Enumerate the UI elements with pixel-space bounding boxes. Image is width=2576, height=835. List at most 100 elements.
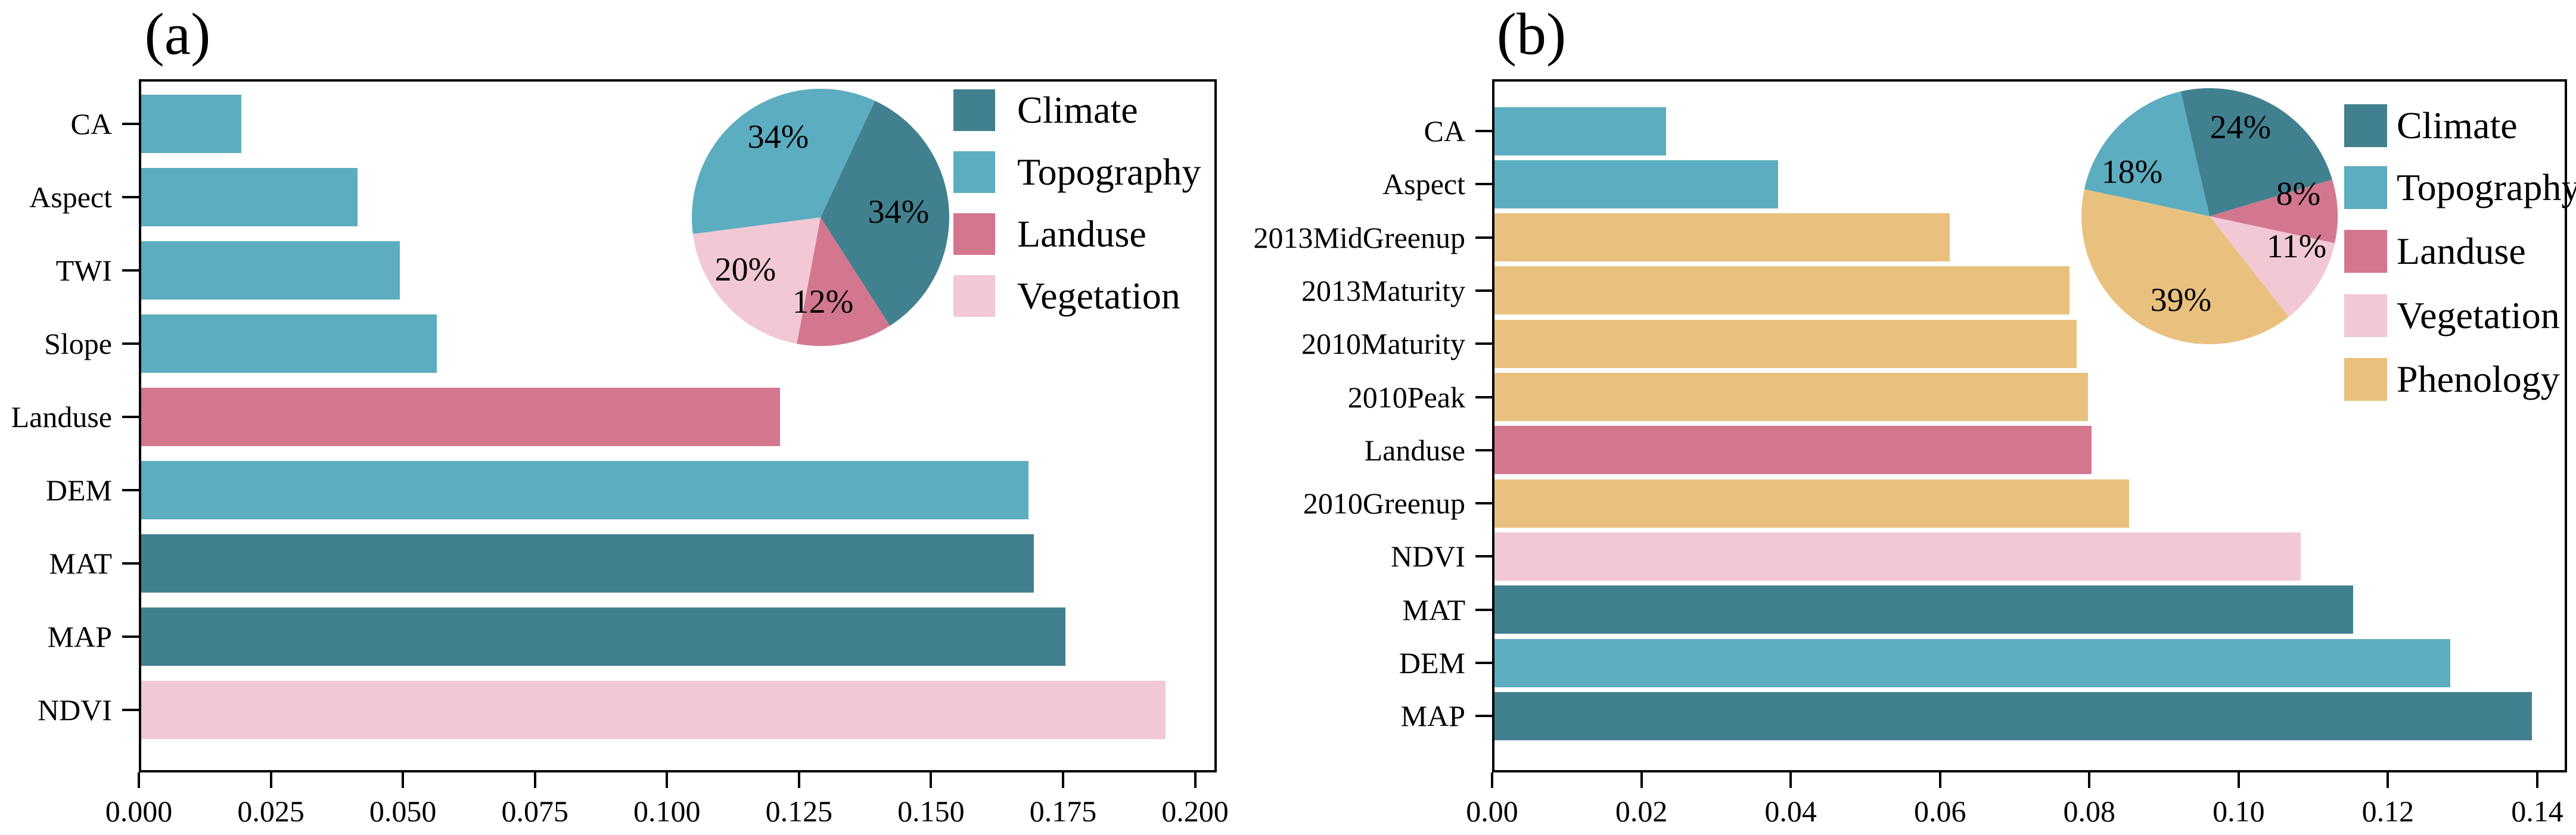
panel-b-ytick-label-2013MidGreenup: 2013MidGreenup — [1253, 220, 1466, 254]
panel-a-ytick-label-Landuse: Landuse — [11, 400, 112, 434]
panel-b-xtick-label-0.12: 0.12 — [2361, 795, 2415, 828]
panel-b-ytick-label-CA: CA — [1424, 114, 1465, 148]
panel-a-xtick-0.150 — [930, 772, 933, 788]
panel-a-bar-TWI — [141, 241, 400, 300]
panel-b-xtick-0.06 — [1938, 772, 1941, 788]
panel-b-bar-MAT — [1494, 585, 2353, 634]
panel-b-xtick-0.04 — [1789, 772, 1792, 788]
panel-b-xtick-label-0.08: 0.08 — [2063, 795, 2116, 828]
panel-a-bar-Landuse — [141, 388, 780, 446]
panel-a-bar-MAT — [141, 534, 1034, 593]
panel-b-ytick-label-Aspect: Aspect — [1382, 167, 1465, 201]
panel-b-pie-slice-Climate — [2180, 88, 2333, 216]
panel-b-xtick-0.00 — [1491, 772, 1493, 788]
panel-b-ytick-2013MidGreenup — [1475, 236, 1492, 239]
panel-b-legend-swatch-Phenology — [2344, 358, 2387, 401]
panel-b-legend-swatch-Vegetation — [2344, 294, 2387, 337]
panel-b-bar-2010Peak — [1494, 373, 2088, 421]
panel-b-xtick-label-0.02: 0.02 — [1615, 795, 1668, 828]
panel-b-bar-2013MidGreenup — [1494, 213, 1950, 262]
panel-b-ytick-2010Peak — [1475, 395, 1492, 398]
panel-a-pie-slice-Landuse — [797, 217, 890, 346]
panel-b-ytick-MAT — [1475, 608, 1492, 611]
panel-b-ytick-Landuse — [1475, 448, 1492, 451]
panel-b-bar-2013Maturity — [1494, 266, 2069, 315]
panel-a-xtick-label-0.150: 0.150 — [897, 795, 965, 828]
panel-a-xtick-label-0.075: 0.075 — [501, 795, 568, 828]
panel-a-xtick-label-0.100: 0.100 — [633, 795, 701, 828]
panel-a-legend-label-Landuse: Landuse — [1017, 213, 1146, 255]
panel-a-xtick-0.175 — [1061, 772, 1064, 788]
panel-a-xtick-0.100 — [666, 772, 669, 788]
panel-b-ytick-label-2010Maturity: 2010Maturity — [1301, 327, 1465, 361]
panel-b-ytick-label-Landuse: Landuse — [1364, 433, 1465, 467]
panel-a-ytick-label-Slope: Slope — [44, 327, 112, 360]
panel-a-ytick-DEM — [122, 489, 139, 491]
panel-b-bar-CA — [1494, 107, 1666, 155]
panel-b-pie-slice-Landuse — [2210, 179, 2338, 244]
panel-a-ytick-label-Aspect: Aspect — [29, 180, 112, 214]
panel-a-ytick-Landuse — [122, 416, 139, 418]
panel-a-xtick-label-0.025: 0.025 — [237, 795, 304, 828]
panel-a-legend-swatch-Vegetation — [953, 275, 995, 317]
panel-b-bar-2010Greenup — [1494, 479, 2129, 528]
panel-b-ytick-NDVI — [1475, 555, 1492, 558]
panel-a-xtick-0.075 — [533, 772, 536, 788]
panel-b-xtick-label-0.06: 0.06 — [1913, 795, 1966, 828]
panel-a-ytick-label-NDVI: NDVI — [38, 693, 112, 727]
panel-b-ytick-label-2013Maturity: 2013Maturity — [1301, 273, 1465, 307]
panel-a-xtick-0.200 — [1194, 772, 1197, 788]
panel-b-xtick-0.14 — [2536, 772, 2538, 788]
panel-b-pie — [2081, 88, 2338, 344]
panel-a-legend-label-Vegetation: Vegetation — [1017, 275, 1180, 317]
panel-a-legend-label-Climate: Climate — [1017, 89, 1138, 131]
panel-b-ytick-label-DEM: DEM — [1399, 646, 1465, 680]
panel-a-ytick-label-TWI: TWI — [55, 254, 112, 287]
panel-a-title: (a) — [144, 1, 211, 67]
panel-a-legend-swatch-Topography — [953, 151, 995, 193]
panel-b-pie-label-Phenology: 39% — [2150, 282, 2212, 319]
panel-b-bar-Aspect — [1494, 160, 1778, 208]
panel-a-ytick-label-MAP: MAP — [47, 620, 112, 653]
panel-a-pie-label-Landuse: 12% — [792, 283, 854, 320]
panel-a-pie-label-Climate: 34% — [868, 194, 930, 230]
panel-b-xtick-label-0.14: 0.14 — [2511, 795, 2563, 828]
panel-a-ytick-TWI — [122, 269, 139, 272]
panel-b-pie-slice-Topography — [2084, 91, 2210, 216]
panel-a-bar-MAP — [141, 607, 1065, 666]
panel-b-ytick-label-2010Peak: 2010Peak — [1347, 380, 1465, 414]
panel-a-pie-slice-Topography — [692, 89, 875, 234]
panel-a-xtick-label-0.050: 0.050 — [369, 795, 437, 828]
panel-a-ytick-NDVI — [122, 709, 139, 711]
panel-b-xtick-label-0.00: 0.00 — [1466, 795, 1518, 828]
panel-b-legend-label-Climate: Climate — [2397, 104, 2518, 147]
panel-b-bar-MAP — [1494, 691, 2532, 740]
panel-b-ytick-label-2010Greenup: 2010Greenup — [1303, 487, 1465, 521]
panel-b-xtick-0.02 — [1640, 772, 1643, 788]
panel-a-xtick-0.025 — [269, 772, 272, 788]
panel-b-ytick-2013Maturity — [1475, 289, 1492, 292]
panel-b-legend-label-Vegetation: Vegetation — [2397, 294, 2560, 337]
panel-a-xtick-0.000 — [138, 772, 140, 788]
panel-a-bar-CA — [141, 95, 241, 153]
panel-a-ytick-Aspect — [122, 196, 139, 198]
panel-b-pie-slice-Vegetation — [2210, 216, 2335, 317]
panel-a-ytick-label-CA: CA — [70, 107, 112, 141]
panel-b-ytick-Aspect — [1475, 183, 1492, 186]
panel-a-pie-slice-Climate — [821, 101, 949, 326]
panel-b-ytick-2010Greenup — [1475, 502, 1492, 505]
panel-a-xtick-0.125 — [797, 772, 800, 788]
panel-a-bar-NDVI — [141, 681, 1166, 739]
panel-a-ytick-Slope — [122, 342, 139, 345]
panel-b-bar-NDVI — [1494, 532, 2301, 581]
panel-a-xtick-label-0.200: 0.200 — [1161, 795, 1229, 828]
panel-a-legend-swatch-Climate — [953, 89, 995, 131]
panel-a-pie-label-Topography: 34% — [747, 119, 809, 155]
panel-b-bar-2010Maturity — [1494, 319, 2077, 368]
panel-b-legend-swatch-Climate — [2344, 104, 2387, 147]
panel-b-xtick-0.12 — [2387, 772, 2389, 788]
panel-a-ytick-MAT — [122, 562, 139, 565]
panel-b-bar-Landuse — [1494, 426, 2092, 475]
panel-b-bar-DEM — [1494, 638, 2450, 687]
